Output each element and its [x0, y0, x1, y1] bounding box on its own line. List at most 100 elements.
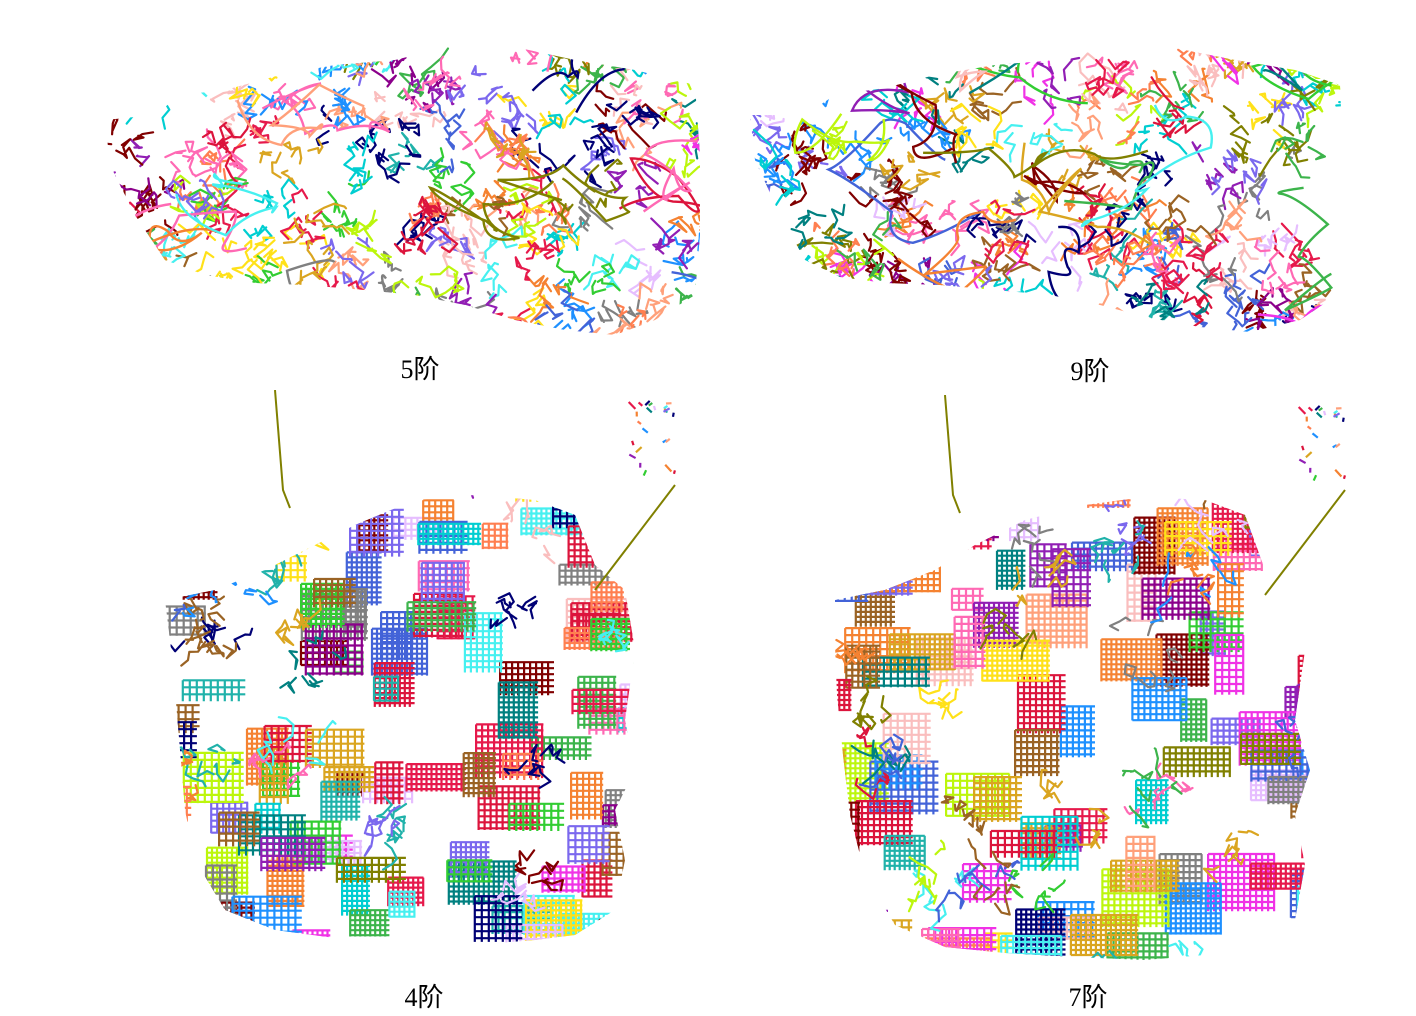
partition-cluster [842, 45, 893, 74]
partition-cluster [1325, 397, 1368, 419]
partition-cluster [1131, 677, 1188, 722]
partition-cluster [385, 131, 444, 174]
partition-cluster [161, 438, 234, 493]
partition-cluster [231, 895, 302, 937]
partition-cluster [1062, 278, 1133, 332]
partition-cluster [879, 151, 941, 191]
partition-cluster [1289, 868, 1310, 919]
partition-cluster [1351, 762, 1370, 820]
partition-cluster [483, 121, 537, 180]
partition-cluster [670, 72, 700, 139]
partition-cluster [940, 795, 986, 836]
partition-cluster [836, 211, 902, 281]
partition-cluster [840, 45, 887, 62]
partition-cluster [512, 287, 551, 335]
partition-cluster [1272, 222, 1321, 270]
partition-cluster [1214, 633, 1245, 695]
partition-cluster [1188, 395, 1252, 432]
partition-cluster [439, 419, 475, 464]
partition-cluster [750, 262, 787, 307]
partition-cluster [105, 228, 160, 281]
partition-cluster [420, 561, 465, 602]
partition-cluster [1270, 121, 1326, 179]
island-road [665, 438, 671, 444]
partition-cluster [505, 395, 564, 443]
island-road [1322, 410, 1327, 416]
partition-cluster [1245, 287, 1298, 332]
partition-cluster [799, 304, 860, 332]
island-road [1332, 444, 1338, 449]
partition-cluster [610, 45, 678, 71]
partition-cluster [256, 716, 337, 774]
partition-cluster [303, 45, 362, 56]
island-road [1297, 406, 1307, 415]
partition-cluster [566, 45, 632, 70]
partition-cluster [135, 272, 193, 315]
arterial-road [1027, 225, 1084, 332]
island-road [631, 440, 635, 446]
bay-bridge-road [1264, 489, 1346, 596]
partition-cluster [165, 495, 193, 519]
partition-cluster [920, 927, 961, 960]
partition-cluster [405, 763, 466, 792]
partition-cluster [477, 432, 536, 452]
partition-cluster [285, 258, 330, 335]
island-road [1311, 432, 1319, 439]
partition-cluster [1141, 577, 1211, 620]
partition-cluster [750, 58, 799, 98]
partition-cluster [276, 421, 333, 466]
partition-cluster [180, 624, 238, 667]
island-road [663, 404, 669, 410]
partition-map-sf-4 [161, 390, 695, 945]
partition-cluster [407, 439, 456, 464]
partition-cluster [1324, 930, 1370, 961]
partition-cluster [279, 188, 326, 250]
partition-cluster [1230, 436, 1256, 489]
map-panel-sf-4 [155, 390, 695, 960]
partition-cluster [502, 124, 541, 170]
partition-cluster [164, 390, 231, 418]
partition-cluster [1222, 105, 1274, 164]
partition-cluster [638, 416, 674, 473]
partition-cluster [545, 221, 588, 257]
partition-cluster [462, 752, 496, 798]
partition-cluster [373, 662, 415, 707]
partition-cluster [996, 191, 1030, 238]
partition-cluster [215, 495, 264, 510]
arterial-road [1020, 142, 1151, 246]
partition-cluster [1121, 747, 1183, 829]
golden-gate-bridge-road [944, 395, 961, 514]
partition-cluster [835, 678, 852, 712]
partition-cluster [419, 98, 466, 174]
partition-cluster [165, 785, 192, 822]
partition-cluster [835, 841, 850, 919]
partition-cluster [168, 529, 228, 574]
partition-cluster [555, 257, 621, 296]
island-road [1301, 445, 1305, 451]
partition-cluster [790, 121, 828, 177]
partition-cluster [825, 395, 872, 416]
island-road [672, 470, 676, 475]
island-road [1335, 415, 1339, 419]
partition-cluster [854, 424, 884, 448]
arterial-road [1064, 157, 1155, 211]
partition-cluster [892, 395, 920, 423]
partition-cluster [750, 45, 814, 69]
partition-cluster [1330, 907, 1370, 962]
partition-cluster [836, 497, 884, 517]
partition-cluster [105, 267, 159, 331]
partition-cluster [1296, 683, 1310, 729]
partition-cluster [811, 120, 848, 161]
partition-cluster [597, 298, 659, 335]
arterial-road [825, 118, 982, 245]
partition-cluster [320, 780, 361, 821]
island-road [1334, 469, 1343, 478]
partition-cluster [1064, 93, 1103, 159]
partition-cluster [1177, 435, 1209, 485]
partition-cluster [750, 298, 778, 332]
partition-cluster [858, 733, 904, 789]
partition-cluster [231, 236, 281, 288]
partition-cluster [577, 675, 617, 729]
partition-cluster [661, 569, 695, 610]
arterial-road [427, 180, 555, 241]
